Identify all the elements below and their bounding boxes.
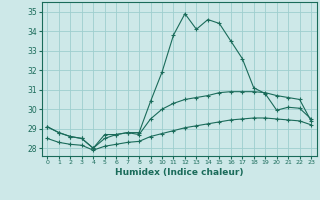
X-axis label: Humidex (Indice chaleur): Humidex (Indice chaleur) [115,168,244,177]
